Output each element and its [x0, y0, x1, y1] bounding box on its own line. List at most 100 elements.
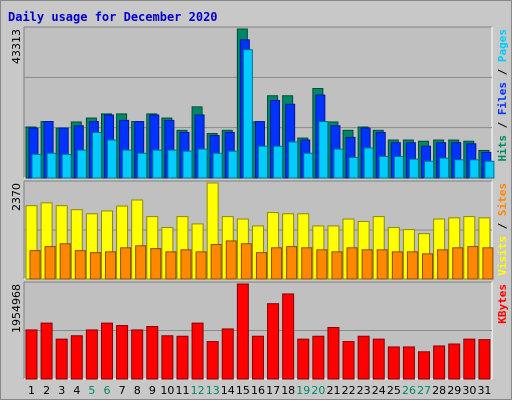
bar-sites-day-9 — [150, 248, 162, 280]
bar-pages-day-20 — [318, 121, 329, 179]
bar-sites-day-15 — [240, 243, 252, 280]
bar-pages-day-24 — [378, 155, 389, 179]
panel-legend: KBytes — [496, 284, 509, 324]
day-label-21: 21 — [326, 384, 340, 397]
bar-sites-day-23 — [361, 249, 373, 280]
panel-legend: Hits / Files / Pages — [496, 29, 509, 162]
bar-kbytes-day-7 — [116, 325, 129, 380]
legend-separator: / — [496, 62, 509, 82]
bar-kbytes-day-9 — [146, 326, 159, 380]
day-labels: 1 2 3 4 5 6 7 8 9 10 11 12 13 14 15 16 17 18 19 20 21 22 23 24 2… — [28, 384, 491, 397]
panel-legend: Visits / Sites — [496, 183, 509, 276]
bar-pages-day-4 — [76, 149, 87, 179]
day-label-28: 28 — [432, 384, 446, 397]
panel-visits-sites: 2370 Visits / Sites — [10, 180, 509, 280]
bar-sites-day-29 — [452, 247, 464, 280]
bar-kbytes-day-3 — [55, 338, 68, 380]
bar-kbytes-day-20 — [312, 335, 325, 380]
panel-kbytes: 1954968 KBytes — [10, 281, 509, 380]
day-label-19: 19 — [296, 384, 310, 397]
day-label-22: 22 — [342, 384, 356, 397]
bar-pages-day-15 — [242, 49, 253, 179]
day-label-15: 15 — [236, 384, 250, 397]
bar-sites-day-20 — [316, 249, 328, 280]
legend-separator: / — [496, 216, 509, 236]
bar-pages-day-17 — [273, 145, 284, 179]
bar-kbytes-day-5 — [85, 329, 98, 380]
bar-kbytes-day-24 — [372, 338, 385, 380]
bar-sites-day-21 — [331, 251, 343, 280]
bar-sites-day-11 — [180, 249, 192, 280]
bar-kbytes-day-17 — [267, 303, 280, 380]
bar-sites-day-16 — [255, 252, 267, 280]
day-label-17: 17 — [266, 384, 280, 397]
bar-sites-day-30 — [467, 246, 479, 280]
bar-sites-day-4 — [74, 250, 86, 280]
legend-entry: KBytes — [496, 284, 509, 324]
bar-kbytes-day-1 — [25, 329, 38, 380]
bar-kbytes-day-15 — [236, 283, 249, 380]
day-label-3: 3 — [58, 384, 65, 397]
bar-pages-day-19 — [303, 152, 314, 179]
day-label-1: 1 — [28, 384, 35, 397]
bar-kbytes-day-26 — [402, 346, 415, 380]
panel-pages-files-hits: 43313 Hits / Files / Pages — [10, 26, 509, 179]
panel-max-label: 43313 — [10, 29, 23, 64]
bar-kbytes-day-31 — [478, 339, 491, 380]
legend-entry: Pages — [496, 29, 509, 62]
bar-kbytes-day-29 — [448, 343, 461, 380]
bar-sites-day-18 — [286, 246, 298, 280]
bar-pages-day-10 — [167, 149, 178, 179]
bar-sites-day-12 — [195, 251, 207, 280]
chart-panels: 43313 Hits / Files / Pages 2370 Visits / Si… — [10, 26, 509, 380]
day-label-5: 5 — [88, 384, 95, 397]
bar-pages-day-3 — [61, 153, 72, 179]
bar-pages-day-21 — [333, 148, 344, 179]
bar-sites-day-14 — [225, 240, 237, 280]
bar-sites-day-17 — [271, 247, 283, 280]
bar-sites-day-2 — [44, 246, 56, 280]
bar-kbytes-day-11 — [176, 335, 189, 380]
bar-kbytes-day-10 — [161, 335, 174, 380]
day-label-9: 9 — [149, 384, 156, 397]
bar-kbytes-day-12 — [191, 322, 204, 380]
bar-pages-day-11 — [182, 150, 193, 179]
bar-kbytes-day-14 — [221, 328, 234, 380]
bar-pages-day-1 — [31, 153, 42, 179]
chart-title: Daily usage for December 2020 — [8, 10, 218, 24]
day-label-23: 23 — [357, 384, 371, 397]
day-label-18: 18 — [281, 384, 295, 397]
bar-pages-day-29 — [454, 159, 465, 179]
bar-pages-day-6 — [106, 139, 117, 179]
bar-sites-day-10 — [165, 251, 177, 280]
bar-pages-day-23 — [363, 147, 374, 179]
bar-sites-day-3 — [59, 243, 71, 280]
bar-pages-day-8 — [137, 152, 148, 179]
day-label-2: 2 — [43, 384, 50, 397]
bar-sites-day-5 — [89, 252, 101, 280]
bar-kbytes-day-27 — [418, 351, 431, 380]
day-label-29: 29 — [447, 384, 461, 397]
bar-kbytes-day-19 — [297, 338, 310, 380]
bar-kbytes-day-22 — [342, 341, 355, 380]
bar-sites-day-1 — [29, 250, 41, 280]
bar-pages-day-28 — [439, 157, 450, 179]
day-label-27: 27 — [417, 384, 431, 397]
bar-sites-day-6 — [104, 251, 116, 280]
bar-kbytes-day-25 — [387, 346, 400, 380]
day-label-30: 30 — [462, 384, 476, 397]
bar-pages-day-18 — [288, 141, 299, 179]
day-label-20: 20 — [311, 384, 325, 397]
bar-sites-day-7 — [120, 247, 132, 280]
day-label-8: 8 — [134, 384, 141, 397]
bar-kbytes-day-4 — [70, 335, 83, 380]
day-label-7: 7 — [119, 384, 126, 397]
day-label-26: 26 — [402, 384, 416, 397]
day-label-11: 11 — [176, 384, 190, 397]
panel-max-label: 1954968 — [10, 284, 23, 333]
legend-entry: Visits — [496, 236, 509, 276]
bar-pages-day-16 — [257, 145, 268, 179]
bar-kbytes-day-30 — [463, 338, 476, 380]
bar-sites-day-24 — [376, 249, 388, 280]
